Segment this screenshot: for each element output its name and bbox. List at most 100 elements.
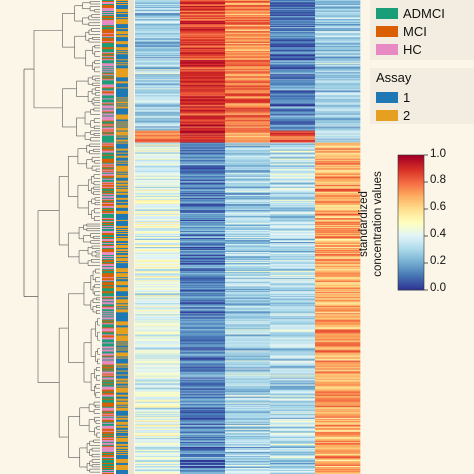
heatmap-cell — [315, 252, 361, 254]
heatmap-cell — [225, 297, 271, 299]
group-annotation-cell — [102, 40, 114, 42]
heatmap-cell — [135, 203, 181, 206]
assay-annotation-cell — [116, 233, 128, 236]
assay-annotation-cell — [116, 36, 128, 38]
heatmap-cell — [225, 257, 271, 259]
heatmap-cell — [270, 435, 316, 438]
group-annotation-cell — [102, 273, 114, 275]
heatmap-cell — [270, 104, 316, 106]
heatmap-cell — [180, 407, 226, 410]
heatmap-cell — [225, 271, 271, 273]
heatmap-cell — [135, 288, 181, 290]
group-annotation-cell — [102, 74, 114, 76]
heatmap-cell — [135, 463, 181, 466]
group-annotation-cell — [102, 174, 114, 177]
heatmap-cell — [270, 343, 316, 345]
assay-annotation-cell — [116, 170, 128, 173]
heatmap-cell — [180, 319, 226, 321]
assay-annotation-cell — [116, 144, 128, 146]
assay-annotation-cell — [116, 390, 128, 392]
assay-annotation-cell — [116, 326, 128, 328]
heatmap-cell — [270, 408, 316, 411]
heatmap-cell — [315, 115, 361, 117]
heatmap-cell — [135, 403, 181, 406]
heatmap-cell — [180, 212, 226, 215]
heatmap-cell — [180, 182, 226, 185]
heatmap-cell — [270, 419, 316, 422]
heatmap-cell — [225, 337, 271, 339]
heatmap-cell — [180, 450, 226, 453]
heatmap-cell — [315, 96, 361, 98]
heatmap-cell — [225, 399, 271, 402]
heatmap-cell — [225, 380, 271, 382]
heatmap-cell — [225, 162, 271, 165]
heatmap-cell — [180, 68, 226, 70]
heatmap-cell — [225, 405, 271, 408]
heatmap-cell — [225, 24, 271, 26]
heatmap-cell — [180, 205, 226, 208]
group-annotation-cell — [102, 114, 114, 116]
heatmap-cell — [180, 348, 226, 350]
heatmap-cell — [315, 194, 361, 197]
heatmap-cell — [180, 410, 226, 413]
group-annotation-cell — [102, 93, 114, 95]
heatmap-cell — [135, 450, 181, 453]
colorbar-segment — [398, 283, 424, 286]
heatmap-cell — [315, 374, 361, 376]
heatmap-cell — [315, 416, 361, 419]
heatmap-cell — [270, 424, 316, 427]
heatmap-cell — [270, 129, 316, 131]
heatmap-cell — [225, 208, 271, 211]
heatmap-cell — [315, 189, 361, 192]
assay-annotation-cell — [116, 226, 128, 229]
assay-annotation-cell — [116, 451, 128, 454]
heatmap-cell — [270, 183, 316, 186]
assay-annotation-cell — [116, 429, 128, 432]
assay-annotation-cell — [116, 349, 128, 351]
heatmap-cell — [315, 59, 361, 61]
heatmap-cell — [270, 195, 316, 198]
group-annotation-cell — [102, 454, 114, 457]
heatmap-cell — [180, 399, 226, 402]
heatmap-cell — [135, 196, 181, 199]
heatmap-cell — [135, 81, 181, 83]
heatmap-cell — [180, 328, 226, 330]
heatmap-cell — [225, 27, 271, 29]
assay-annotation-cell — [116, 367, 128, 369]
group-annotation-cell — [102, 354, 114, 356]
heatmap-cell — [270, 124, 316, 126]
heatmap-cell — [315, 69, 361, 71]
heatmap-cell — [225, 55, 271, 57]
heatmap-cell — [135, 291, 181, 293]
group-annotation-cell — [102, 29, 114, 31]
heatmap-cell — [270, 182, 316, 185]
assay-annotation-cell — [116, 93, 128, 95]
heatmap-cell — [135, 57, 181, 59]
group-annotation-cell — [102, 34, 114, 36]
assay-annotation-cell — [116, 364, 128, 366]
legend-swatch-mci — [376, 25, 398, 37]
heatmap-cell — [135, 410, 181, 413]
group-annotation-cell — [102, 364, 114, 366]
heatmap-cell — [270, 113, 316, 115]
group-annotation-cell — [102, 303, 114, 305]
heatmap-cell — [315, 165, 361, 168]
group-annotation-cell — [102, 145, 114, 147]
group-annotation-cell — [102, 119, 114, 121]
heatmap-cell — [315, 170, 361, 173]
assay-annotation-cell — [116, 441, 128, 444]
heatmap-cell — [270, 65, 316, 67]
heatmap-cell — [270, 432, 316, 435]
heatmap-cell — [315, 436, 361, 439]
heatmap-cell — [270, 317, 316, 319]
group-annotation-cell — [102, 420, 114, 423]
heatmap-cell — [270, 146, 316, 148]
heatmap-cell — [270, 10, 316, 12]
heatmap-cell — [180, 135, 226, 137]
group-annotation-cell — [102, 336, 114, 338]
assay-annotation-cell — [116, 255, 128, 257]
group-annotation-cell — [102, 438, 114, 441]
heatmap-cell — [270, 370, 316, 372]
heatmap-cell — [225, 38, 271, 40]
colorbar-segment — [398, 164, 424, 167]
